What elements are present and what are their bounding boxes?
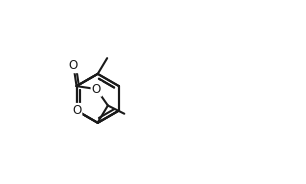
- Text: O: O: [72, 104, 81, 117]
- Text: O: O: [69, 59, 78, 72]
- Text: O: O: [92, 83, 101, 95]
